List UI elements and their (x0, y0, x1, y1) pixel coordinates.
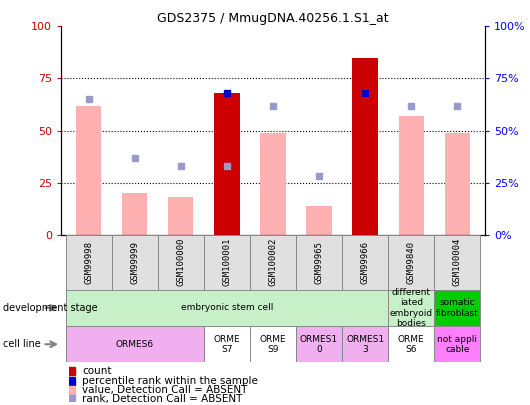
Title: GDS2375 / MmugDNA.40256.1.S1_at: GDS2375 / MmugDNA.40256.1.S1_at (157, 12, 389, 25)
Bar (214, 93, 240, 235)
Text: GSM99999: GSM99999 (130, 241, 139, 284)
Bar (352, 110, 378, 235)
FancyBboxPatch shape (250, 326, 296, 362)
Text: GSM99840: GSM99840 (407, 241, 416, 284)
Text: GSM100004: GSM100004 (453, 238, 462, 286)
Text: rank, Detection Call = ABSENT: rank, Detection Call = ABSENT (83, 394, 243, 405)
Text: GSM100002: GSM100002 (269, 238, 277, 286)
Text: ORME
S9: ORME S9 (260, 335, 286, 354)
FancyBboxPatch shape (342, 235, 388, 290)
FancyBboxPatch shape (296, 326, 342, 362)
FancyBboxPatch shape (388, 326, 434, 362)
Text: ORMES1
3: ORMES1 3 (346, 335, 384, 354)
FancyBboxPatch shape (434, 326, 480, 362)
Text: count: count (83, 366, 112, 376)
FancyBboxPatch shape (204, 235, 250, 290)
Text: embryonic stem cell: embryonic stem cell (181, 303, 273, 312)
FancyBboxPatch shape (434, 235, 480, 290)
Bar (399, 116, 424, 235)
Text: cell line: cell line (3, 339, 40, 349)
FancyBboxPatch shape (112, 235, 158, 290)
Text: value, Detection Call = ABSENT: value, Detection Call = ABSENT (83, 385, 248, 395)
FancyBboxPatch shape (204, 326, 250, 362)
Text: percentile rank within the sample: percentile rank within the sample (83, 375, 258, 386)
Bar (214, 197, 240, 235)
FancyBboxPatch shape (66, 290, 388, 326)
Bar (352, 58, 378, 235)
FancyBboxPatch shape (66, 326, 204, 362)
FancyBboxPatch shape (434, 290, 480, 326)
Text: GSM99998: GSM99998 (84, 241, 93, 284)
Text: not appli
cable: not appli cable (437, 335, 478, 354)
FancyBboxPatch shape (250, 235, 296, 290)
FancyBboxPatch shape (296, 235, 342, 290)
Bar (445, 133, 470, 235)
FancyBboxPatch shape (342, 326, 388, 362)
Bar (306, 206, 332, 235)
Text: GSM100001: GSM100001 (223, 238, 232, 286)
Text: ORMES1
0: ORMES1 0 (300, 335, 338, 354)
Text: GSM99965: GSM99965 (314, 241, 323, 284)
Text: GSM99966: GSM99966 (360, 241, 369, 284)
Text: development stage: development stage (3, 303, 98, 313)
Bar (168, 197, 193, 235)
Text: ORMES6: ORMES6 (116, 340, 154, 349)
FancyBboxPatch shape (158, 235, 204, 290)
Bar (260, 133, 286, 235)
FancyBboxPatch shape (66, 235, 112, 290)
Text: ORME
S7: ORME S7 (214, 335, 240, 354)
Bar (122, 193, 147, 235)
Text: GSM100000: GSM100000 (176, 238, 186, 286)
FancyBboxPatch shape (388, 290, 434, 326)
Text: ORME
S6: ORME S6 (398, 335, 425, 354)
FancyBboxPatch shape (388, 235, 434, 290)
Text: somatic
fibroblast: somatic fibroblast (436, 298, 479, 318)
Bar (76, 106, 101, 235)
Text: different
iated
embryoid
bodies: different iated embryoid bodies (390, 288, 433, 328)
